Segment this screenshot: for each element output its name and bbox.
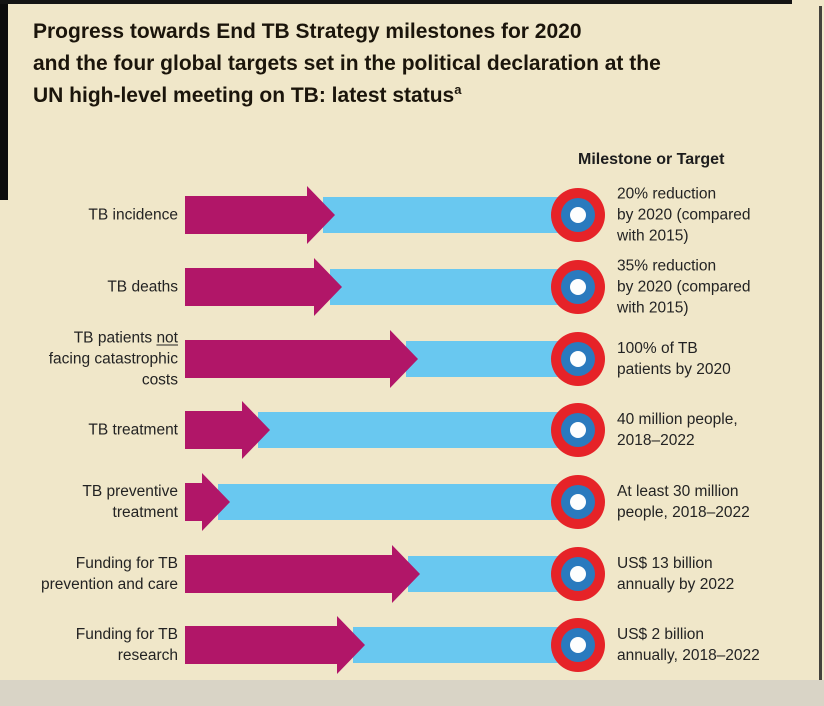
target-center-dot (570, 494, 586, 510)
title-line-2: and the four global targets set in the p… (33, 52, 661, 75)
target-icon (551, 547, 605, 601)
target-center-dot (570, 422, 586, 438)
row-tb-treatment: TB treatment 40 million people, 2018–202… (0, 394, 824, 466)
target-ring (561, 557, 595, 591)
row-label: Funding for TB research (75, 626, 178, 664)
remaining-bar (323, 197, 578, 233)
target-center-dot (570, 566, 586, 582)
remaining-bar (406, 341, 578, 377)
target-ring (561, 270, 595, 304)
milestone-text: 100% of TB patients by 2020 (617, 340, 731, 378)
remaining-bar (258, 412, 578, 448)
target-icon (551, 188, 605, 242)
row-label: TB treatment (88, 421, 178, 439)
remaining-bar (218, 484, 578, 520)
target-ring (561, 198, 595, 232)
underlined-word: not (156, 329, 178, 347)
milestone-text: US$ 13 billion annually by 2022 (617, 555, 735, 593)
progress-arrow (185, 473, 230, 531)
row-tb-deaths: TB deaths 35% reduction by 2020 (compare… (0, 251, 824, 323)
row-funding-research: Funding for TB research US$ 2 billion an… (0, 609, 824, 681)
target-ring (561, 485, 595, 519)
title-line-1: Progress towards End TB Strategy milesto… (33, 20, 582, 43)
top-border-line (0, 0, 792, 4)
progress-arrow (185, 258, 342, 316)
remaining-bar (408, 556, 578, 592)
progress-arrow (185, 401, 270, 459)
row-tb-incidence: TB incidence 20% reduction by 2020 (comp… (0, 179, 824, 251)
target-ring (561, 342, 595, 376)
milestone-text: US$ 2 billion annually, 2018–2022 (617, 626, 760, 664)
target-icon (551, 618, 605, 672)
row-tb-preventive-treatment: TB preventive treatment At least 30 mill… (0, 466, 824, 538)
bottom-strip (0, 680, 824, 706)
target-ring (561, 413, 595, 447)
progress-arrow (185, 330, 418, 388)
figure-title: Progress towards End TB Strategy milesto… (33, 16, 793, 112)
progress-arrow (185, 616, 365, 674)
remaining-bar (330, 269, 578, 305)
target-icon (551, 332, 605, 386)
milestone-text: 35% reduction by 2020 (compared with 201… (617, 257, 751, 317)
target-icon (551, 260, 605, 314)
progress-arrow (185, 186, 335, 244)
footnote-marker: a (454, 82, 462, 97)
target-center-dot (570, 207, 586, 223)
right-border-line (819, 6, 822, 692)
target-center-dot (570, 279, 586, 295)
row-catastrophic-costs: TB patients not facing catastrophic costs … (0, 323, 824, 395)
target-ring (561, 628, 595, 662)
target-icon (551, 403, 605, 457)
milestone-text: At least 30 million people, 2018–2022 (617, 483, 750, 521)
target-center-dot (570, 637, 586, 653)
milestone-text: 20% reduction by 2020 (compared with 201… (617, 185, 751, 245)
milestone-text: 40 million people, 2018–2022 (617, 411, 738, 449)
left-border-bar (0, 0, 8, 200)
row-funding-prevention-care: Funding for TB prevention and care US$ 1… (0, 538, 824, 610)
row-label: TB patients not facing catastrophic costs (48, 329, 178, 389)
milestone-column-header: Milestone or Target (578, 151, 725, 168)
remaining-bar (353, 627, 578, 663)
row-label: TB preventive treatment (82, 483, 178, 521)
target-center-dot (570, 351, 586, 367)
target-icon (551, 475, 605, 529)
title-line-3: UN high-level meeting on TB: latest stat… (33, 82, 462, 107)
progress-arrow (185, 545, 420, 603)
row-label: TB deaths (107, 278, 178, 296)
row-label: Funding for TB prevention and care (40, 555, 178, 593)
row-label: TB incidence (88, 206, 178, 224)
